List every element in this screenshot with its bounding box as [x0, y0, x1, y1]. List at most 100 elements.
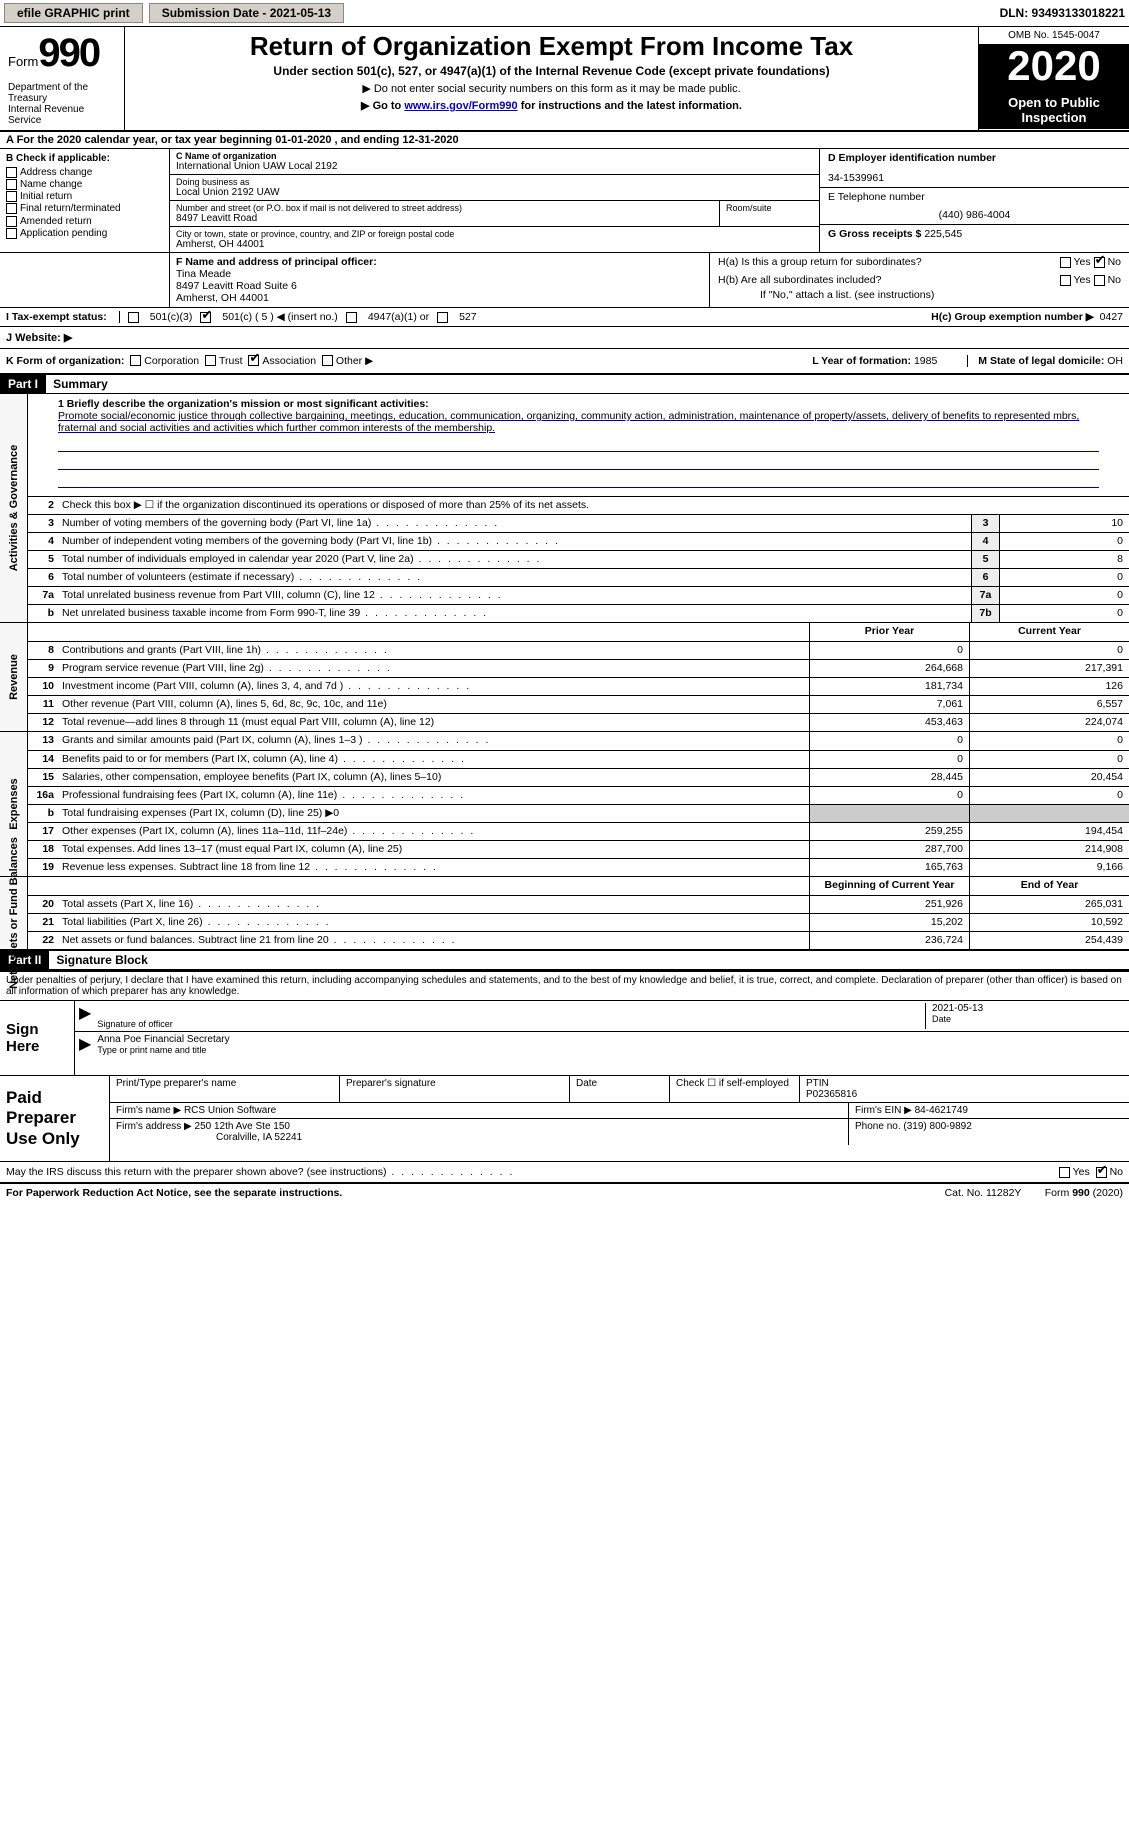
- year-box: OMB No. 1545-0047 2020 Open to Public In…: [979, 27, 1129, 130]
- line19: Revenue less expenses. Subtract line 18 …: [58, 859, 809, 876]
- val7a: 0: [999, 587, 1129, 604]
- ha-no[interactable]: [1094, 257, 1105, 268]
- ein-lbl2: Firm's EIN ▶: [855, 1105, 912, 1116]
- addr-value: 8497 Leavitt Road: [176, 213, 713, 224]
- form-title: Return of Organization Exempt From Incom…: [135, 31, 968, 62]
- efile-btn[interactable]: efile GRAPHIC print: [4, 3, 143, 23]
- line14: Benefits paid to or for members (Part IX…: [58, 751, 809, 768]
- line18: Total expenses. Add lines 13–17 (must eq…: [58, 841, 809, 858]
- l-lbl: L Year of formation:: [812, 355, 911, 367]
- firm-addr1: 250 12th Ave Ste 150: [195, 1121, 290, 1132]
- cb-name[interactable]: Name change: [6, 179, 163, 190]
- arrow-icon: ▶: [79, 1003, 91, 1029]
- governance-section: Activities & Governance 1 Briefly descri…: [0, 394, 1129, 623]
- line13: Grants and similar amounts paid (Part IX…: [58, 732, 809, 750]
- part1-header: Part I Summary: [0, 375, 1129, 394]
- section-k: K Form of organization: Corporation Trus…: [0, 349, 1129, 375]
- title-box: Return of Organization Exempt From Incom…: [125, 27, 979, 130]
- hb-note: If "No," attach a list. (see instruction…: [710, 289, 1129, 304]
- m-lbl: M State of legal domicile:: [978, 355, 1104, 367]
- may-no[interactable]: [1096, 1167, 1107, 1178]
- cb-pending[interactable]: Application pending: [6, 228, 163, 239]
- cb-final[interactable]: Final return/terminated: [6, 203, 163, 214]
- k-other[interactable]: [322, 355, 333, 366]
- line12: Total revenue—add lines 8 through 11 (mu…: [58, 714, 809, 731]
- officer-name: Tina Meade: [176, 268, 703, 280]
- form-word: Form: [8, 54, 38, 69]
- line21: Total liabilities (Part X, line 26): [58, 914, 809, 931]
- val6: 0: [999, 569, 1129, 586]
- i-501c3[interactable]: [128, 312, 139, 323]
- note-ssn: ▶ Do not enter social security numbers o…: [135, 82, 968, 95]
- c-name-lbl: C Name of organization: [176, 151, 277, 161]
- org-name: International Union UAW Local 2192: [176, 161, 813, 172]
- cat-no: Cat. No. 11282Y: [945, 1187, 1022, 1199]
- ein-lbl: D Employer identification number: [828, 152, 996, 164]
- line22: Net assets or fund balances. Subtract li…: [58, 932, 809, 949]
- line16a: Professional fundraising fees (Part IX, …: [58, 787, 809, 804]
- sign-here-lbl: Sign Here: [0, 1001, 75, 1075]
- dba-lbl: Doing business as: [176, 177, 813, 187]
- firm-phone-lbl: Phone no.: [855, 1121, 901, 1132]
- firm-addr2: Coralville, IA 52241: [216, 1132, 302, 1143]
- paid-preparer: Paid Preparer Use Only Print/Type prepar…: [0, 1075, 1129, 1161]
- footer: For Paperwork Reduction Act Notice, see …: [0, 1182, 1129, 1202]
- k-trust[interactable]: [205, 355, 216, 366]
- line3: Number of voting members of the governin…: [58, 515, 971, 532]
- may-text: May the IRS discuss this return with the…: [6, 1166, 514, 1178]
- sig-date-lbl: Date: [932, 1014, 1125, 1024]
- may-yes[interactable]: [1059, 1167, 1070, 1178]
- line6: Total number of volunteers (estimate if …: [58, 569, 971, 586]
- netassets-section: Net Assets or Fund Balances Beginning of…: [0, 877, 1129, 951]
- k-lbl: K Form of organization:: [6, 355, 124, 367]
- firm-ein: 84-4621749: [915, 1105, 968, 1116]
- ein-value: 34-1539961: [828, 172, 1121, 184]
- i-4947[interactable]: [346, 312, 357, 323]
- hb-no[interactable]: [1094, 275, 1105, 286]
- i-501c[interactable]: [200, 312, 211, 323]
- vtab-governance: Activities & Governance: [0, 394, 28, 622]
- mission-block: 1 Briefly describe the organization's mi…: [28, 394, 1129, 496]
- firm-lbl: Firm's name ▶: [116, 1105, 181, 1116]
- ha-yes[interactable]: [1060, 257, 1071, 268]
- sig-officer-lbl: Signature of officer: [97, 1019, 925, 1029]
- section-h: H(a) Is this a group return for subordin…: [709, 253, 1129, 307]
- form-subtitle: Under section 501(c), 527, or 4947(a)(1)…: [135, 64, 968, 78]
- f-h-row: F Name and address of principal officer:…: [0, 253, 1129, 308]
- b-header: B Check if applicable:: [6, 153, 163, 164]
- k-corp[interactable]: [130, 355, 141, 366]
- form-header: Form990 Department of the Treasury Inter…: [0, 27, 1129, 132]
- addr-lbl: Number and street (or P.O. box if mail i…: [176, 203, 713, 213]
- i-527[interactable]: [437, 312, 448, 323]
- irs-link[interactable]: www.irs.gov/Form990: [404, 100, 517, 112]
- may-discuss: May the IRS discuss this return with the…: [0, 1161, 1129, 1182]
- col-current: Current Year: [969, 623, 1129, 641]
- cb-amended[interactable]: Amended return: [6, 216, 163, 227]
- tax-year: 2020: [979, 45, 1129, 91]
- subdate-btn[interactable]: Submission Date - 2021-05-13: [149, 3, 344, 23]
- hb-yes[interactable]: [1060, 275, 1071, 286]
- preparer-date-lbl: Date: [570, 1076, 670, 1102]
- k-assoc[interactable]: [248, 355, 259, 366]
- expenses-section: Expenses 13Grants and similar amounts pa…: [0, 732, 1129, 877]
- signature-section: Under penalties of perjury, I declare th…: [0, 970, 1129, 1182]
- val4: 0: [999, 533, 1129, 550]
- part1-badge: Part I: [0, 375, 46, 393]
- section-c: C Name of organization International Uni…: [170, 149, 819, 252]
- cb-address[interactable]: Address change: [6, 167, 163, 178]
- form-number: 990: [38, 31, 99, 75]
- val3: 10: [999, 515, 1129, 532]
- line10: Investment income (Part VIII, column (A)…: [58, 678, 809, 695]
- ha-lbl: H(a) Is this a group return for subordin…: [718, 256, 1060, 268]
- part1-title: Summary: [53, 377, 108, 391]
- phone-value: (440) 986-4004: [828, 209, 1121, 221]
- sig-type-lbl: Type or print name and title: [97, 1045, 1125, 1055]
- note2-post: for instructions and the latest informat…: [518, 100, 742, 112]
- line4: Number of independent voting members of …: [58, 533, 971, 550]
- self-employed: Check ☐ if self-employed: [670, 1076, 800, 1102]
- hb-lbl: H(b) Are all subordinates included?: [718, 274, 1060, 286]
- cb-initial[interactable]: Initial return: [6, 191, 163, 202]
- paid-lbl: Paid Preparer Use Only: [0, 1076, 110, 1161]
- section-f: F Name and address of principal officer:…: [170, 253, 709, 307]
- preparer-name-lbl: Print/Type preparer's name: [110, 1076, 340, 1102]
